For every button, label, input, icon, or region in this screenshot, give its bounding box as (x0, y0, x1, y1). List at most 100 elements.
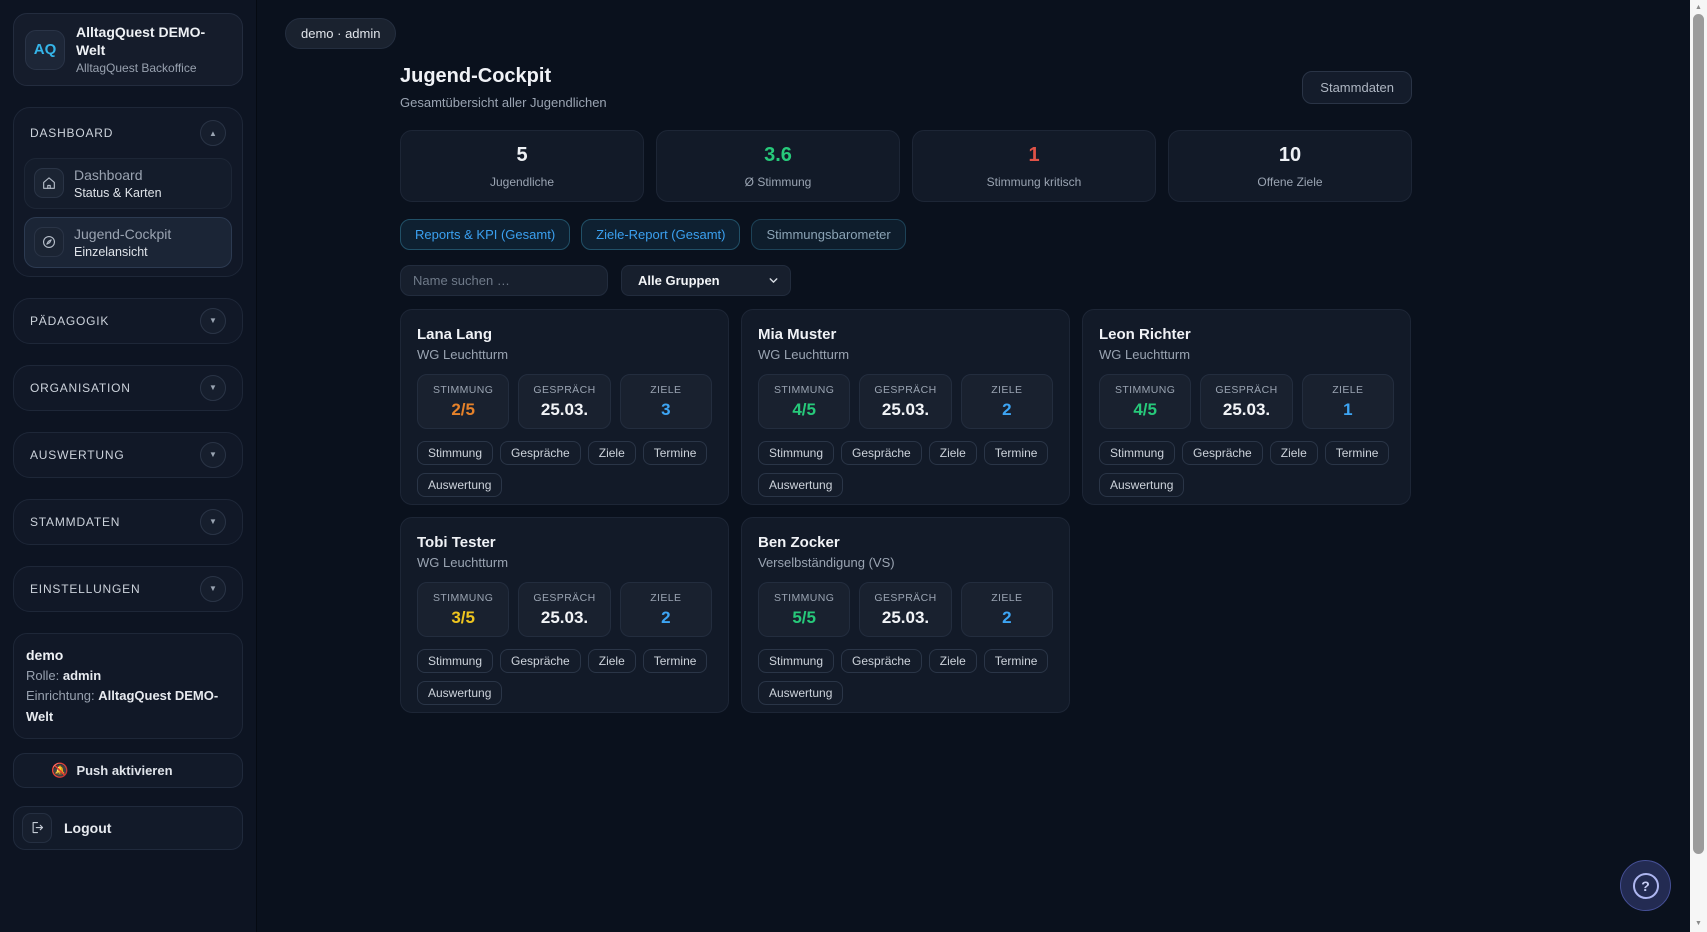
stat-label: Offene Ziele (1257, 175, 1323, 189)
bell-slash-icon: 🔕 (51, 761, 69, 778)
nav-section-einstellungen[interactable]: EINSTELLUNGEN ▼ (13, 565, 243, 612)
sidebar-item-text: Jugend-Cockpit Einzelansicht (74, 226, 171, 259)
reports-kpi-button[interactable]: Reports & KPI (Gesamt) (400, 219, 571, 250)
nav-section-header[interactable]: EINSTELLUNGEN ▼ (24, 572, 232, 606)
nav-section-header[interactable]: AUSWERTUNG ▼ (24, 438, 232, 472)
chip-termine[interactable]: Termine (1324, 441, 1390, 465)
nav-section-organisation[interactable]: ORGANISATION ▼ (13, 364, 243, 411)
chevron-down-icon[interactable]: ▼ (200, 307, 226, 334)
tile-value: 25.03. (1222, 400, 1271, 419)
group-select[interactable]: Alle Gruppen (621, 265, 791, 296)
stat-card-stimmung: 3.6 Ø Stimmung (656, 130, 900, 202)
help-button[interactable]: ? (1620, 860, 1671, 911)
chip-auswertung[interactable]: Auswertung (417, 473, 503, 497)
chip-auswertung[interactable]: Auswertung (758, 473, 844, 497)
chevron-up-icon[interactable]: ▲ (200, 120, 226, 146)
nav-section-header[interactable]: STAMMDATEN ▼ (24, 505, 232, 539)
stat-value: 1 (1028, 144, 1040, 166)
chevron-down-icon[interactable]: ▼ (200, 374, 226, 401)
brand-card[interactable]: AQ AlltagQuest DEMO-Welt AlltagQuest Bac… (13, 13, 243, 86)
chevron-down-icon[interactable]: ▼ (200, 441, 226, 468)
chip-ziele[interactable]: Ziele (587, 441, 636, 465)
nav-section-dashboard-header[interactable]: DASHBOARD ▲ (24, 116, 232, 150)
chip-auswertung[interactable]: Auswertung (417, 681, 503, 705)
chip-stimmung[interactable]: Stimmung (1099, 441, 1176, 465)
chevron-down-icon[interactable]: ▼ (200, 575, 226, 602)
question-mark-icon: ? (1632, 872, 1659, 899)
tile-label: GESPRÄCH (533, 384, 596, 396)
chevron-down-icon[interactable]: ▼ (200, 508, 226, 535)
stat-value: 3.6 (764, 144, 792, 166)
user-role-value: admin (62, 668, 102, 684)
chevron-down-icon (769, 278, 778, 283)
chip-gespraeche[interactable]: Gespräche (1182, 441, 1263, 465)
ziele-report-button[interactable]: Ziele-Report (Gesamt) (581, 219, 741, 250)
home-icon (34, 168, 64, 199)
chip-termine[interactable]: Termine (983, 441, 1049, 465)
youth-group: WG Leuchtturm (417, 347, 509, 362)
user-role: Rolle: admin (26, 666, 230, 686)
tile-label: STIMMUNG (773, 592, 835, 604)
tile-gespraech: GESPRÄCH 25.03. (859, 374, 952, 429)
chip-stimmung[interactable]: Stimmung (417, 649, 494, 673)
content-column: Jugend-Cockpit Gesamtübersicht aller Jug… (400, 65, 1412, 713)
chip-ziele[interactable]: Ziele (1269, 441, 1318, 465)
action-chip-row: Stimmung Gespräche Ziele Termine Auswert… (417, 649, 712, 705)
tile-gespraech: GESPRÄCH 25.03. (859, 582, 952, 637)
sidebar-item-subtitle: Status & Karten (74, 185, 162, 200)
stat-value: 5 (516, 144, 528, 166)
tile-value: 5/5 (792, 608, 816, 627)
nav-section-stammdaten[interactable]: STAMMDATEN ▼ (13, 498, 243, 545)
chip-stimmung[interactable]: Stimmung (758, 649, 835, 673)
push-activate-button[interactable]: 🔕 Push aktivieren (13, 752, 243, 788)
chip-gespraeche[interactable]: Gespräche (500, 649, 581, 673)
tile-ziele: ZIELE 2 (960, 582, 1053, 637)
user-org-label: Einrichtung: (26, 688, 95, 704)
chip-termine[interactable]: Termine (642, 649, 708, 673)
brand-title: AlltagQuest DEMO-Welt (76, 24, 206, 58)
chip-ziele[interactable]: Ziele (587, 649, 636, 673)
nav-section-auswertung[interactable]: AUSWERTUNG ▼ (13, 431, 243, 478)
youth-group: WG Leuchtturm (758, 347, 850, 362)
stimmungsbarometer-button[interactable]: Stimmungsbarometer (751, 219, 906, 250)
nav-section-header[interactable]: ORGANISATION ▼ (24, 371, 232, 405)
sidebar-item-subtitle: Einzelansicht (74, 244, 148, 259)
stammdaten-button[interactable]: Stammdaten (1302, 71, 1412, 104)
chip-ziele[interactable]: Ziele (928, 649, 977, 673)
sidebar-item-dashboard[interactable]: Dashboard Status & Karten (24, 158, 232, 209)
logout-icon (22, 812, 52, 843)
stat-tile-row: STIMMUNG 4/5 GESPRÄCH 25.03. ZIELE 1 (1099, 374, 1394, 429)
search-input[interactable] (400, 265, 608, 296)
chip-gespraeche[interactable]: Gespräche (841, 649, 922, 673)
user-org-value: AlltagQuest DEMO-Welt (26, 688, 219, 724)
nav-section-label: EINSTELLUNGEN (30, 581, 141, 596)
tile-label: ZIELE (991, 592, 1023, 604)
chip-ziele[interactable]: Ziele (928, 441, 977, 465)
chip-gespraeche[interactable]: Gespräche (500, 441, 581, 465)
nav-section-header[interactable]: PÄDAGOGIK ▼ (24, 304, 232, 338)
tile-label: GESPRÄCH (874, 384, 937, 396)
scroll-up-arrow-icon[interactable]: ▲ (1695, 3, 1702, 11)
chip-gespraeche[interactable]: Gespräche (841, 441, 922, 465)
scroll-down-arrow-icon[interactable]: ▼ (1695, 919, 1702, 927)
chip-auswertung[interactable]: Auswertung (758, 681, 844, 705)
action-chip-row: Stimmung Gespräche Ziele Termine Auswert… (1099, 441, 1394, 497)
chip-auswertung[interactable]: Auswertung (1099, 473, 1185, 497)
tile-label: STIMMUNG (773, 384, 835, 396)
nav-section-paedagogik[interactable]: PÄDAGOGIK ▼ (13, 297, 243, 344)
chip-stimmung[interactable]: Stimmung (758, 441, 835, 465)
tile-label: GESPRÄCH (874, 592, 937, 604)
youth-group: Verselbständigung (VS) (758, 555, 895, 570)
chip-stimmung[interactable]: Stimmung (417, 441, 494, 465)
logout-button[interactable]: Logout (13, 805, 243, 850)
vertical-scrollbar[interactable]: ▲ ▼ (1690, 0, 1707, 932)
stat-card-jugendliche: 5 Jugendliche (400, 130, 644, 202)
scrollbar-thumb[interactable] (1693, 14, 1704, 854)
sidebar-item-jugend-cockpit[interactable]: Jugend-Cockpit Einzelansicht (24, 216, 232, 268)
logout-label: Logout (64, 819, 112, 836)
chip-termine[interactable]: Termine (642, 441, 708, 465)
tile-value: 25.03. (881, 400, 930, 419)
action-chip-row: Stimmung Gespräche Ziele Termine Auswert… (417, 441, 712, 497)
chip-termine[interactable]: Termine (983, 649, 1049, 673)
group-select-value: Alle Gruppen (638, 273, 720, 288)
